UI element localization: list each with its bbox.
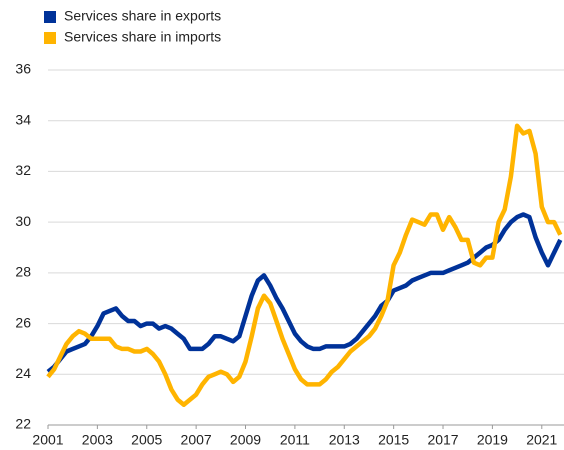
legend-label: Services share in exports bbox=[64, 8, 221, 24]
x-tick-label: 2013 bbox=[329, 432, 360, 448]
y-tick-label: 34 bbox=[15, 111, 31, 127]
y-tick-label: 22 bbox=[15, 416, 31, 432]
y-tick-label: 26 bbox=[15, 314, 31, 330]
y-tick-label: 30 bbox=[15, 213, 31, 229]
legend-swatch bbox=[44, 32, 56, 44]
y-tick-label: 32 bbox=[15, 162, 31, 178]
x-tick-label: 2017 bbox=[427, 432, 458, 448]
x-tick-label: 2021 bbox=[526, 432, 557, 448]
legend-label: Services share in imports bbox=[64, 29, 221, 45]
x-tick-label: 2007 bbox=[181, 432, 212, 448]
x-tick-label: 2011 bbox=[280, 432, 310, 448]
x-tick-label: 2005 bbox=[131, 432, 162, 448]
series-line bbox=[46, 123, 563, 407]
x-tick-label: 2019 bbox=[477, 432, 508, 448]
x-tick-label: 2009 bbox=[230, 432, 261, 448]
legend-swatch bbox=[44, 11, 56, 23]
x-tick-label: 2001 bbox=[32, 432, 63, 448]
x-tick-label: 2003 bbox=[82, 432, 113, 448]
y-tick-label: 28 bbox=[15, 264, 31, 280]
y-tick-label: 36 bbox=[15, 61, 31, 77]
y-tick-label: 24 bbox=[15, 365, 31, 381]
x-tick-label: 2015 bbox=[378, 432, 409, 448]
series-line bbox=[46, 212, 563, 374]
